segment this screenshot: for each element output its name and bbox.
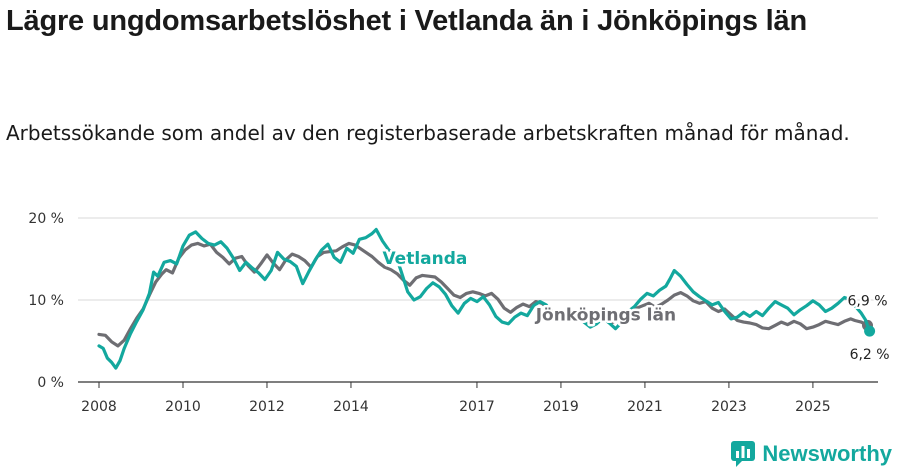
- series-labels: Vetlanda Jönköpings län 6,9 % 6,2 %: [380, 246, 892, 365]
- series-endpoint-1: [864, 325, 876, 337]
- end-label-vetlanda: 6,2 %: [850, 347, 890, 363]
- end-label-lan: 6,9 %: [847, 293, 887, 309]
- series-label-vetlanda: Vetlanda: [382, 249, 467, 269]
- series-label-lan: Jönköpings län: [535, 306, 676, 326]
- series-lines: [97, 227, 876, 370]
- series-line-0: [97, 241, 870, 348]
- y-axis-ticks: 0 % 10 % 20 %: [28, 211, 64, 391]
- x-tick-label: 2021: [627, 399, 663, 415]
- newsworthy-logo-icon: [731, 441, 756, 467]
- x-tick-label: 2012: [249, 399, 285, 415]
- y-tick-label: 10 %: [28, 293, 64, 309]
- x-tick-label: 2014: [333, 399, 369, 415]
- x-tick-label: 2025: [795, 399, 831, 415]
- chart-subtitle: Arbetssökande som andel av den registerb…: [6, 121, 850, 145]
- brand: Newsworthy: [730, 440, 892, 468]
- y-tick-label: 0 %: [37, 375, 64, 391]
- grid-lines: [78, 217, 878, 301]
- x-tick-label: 2010: [165, 399, 201, 415]
- x-axis: 2008 2010 2012 2014 2017 2019 2021 2023 2025: [78, 381, 878, 415]
- y-tick-label: 20 %: [28, 211, 64, 227]
- x-tick-label: 2008: [81, 399, 117, 415]
- x-tick-label: 2023: [711, 399, 747, 415]
- x-tick-label: 2019: [543, 399, 579, 415]
- brand-name: Newsworthy: [762, 441, 892, 466]
- chart-title: Lägre ungdomsarbetslöshet i Vetlanda än …: [6, 5, 807, 37]
- x-tick-label: 2017: [459, 399, 495, 415]
- series-line-1: [97, 227, 872, 370]
